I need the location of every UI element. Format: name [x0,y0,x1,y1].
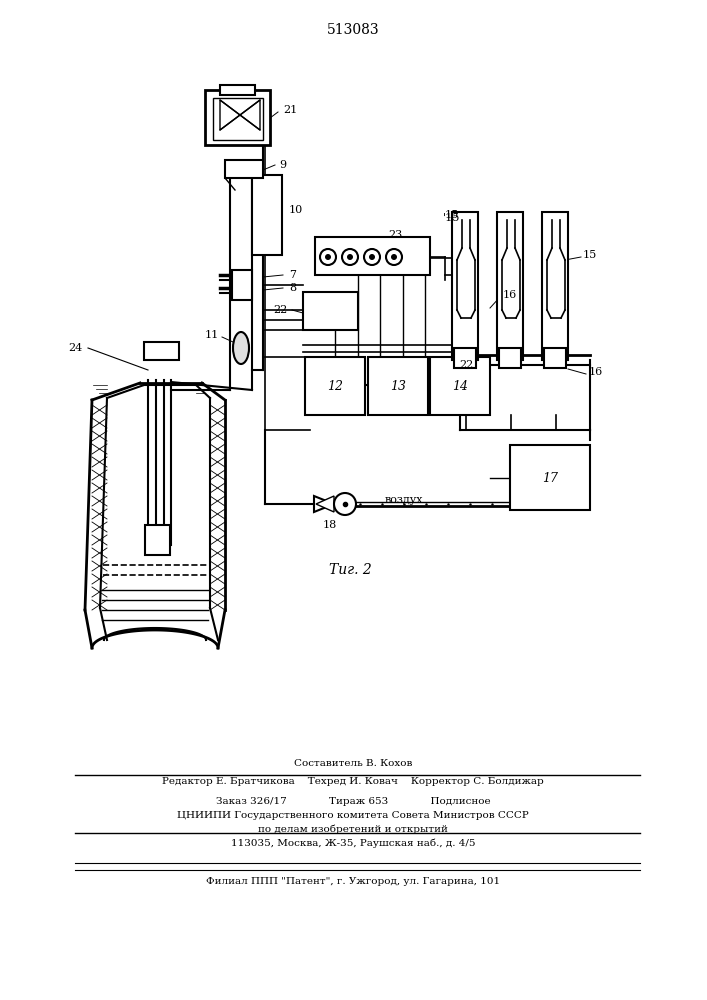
Circle shape [369,254,375,260]
Bar [510,445,590,510]
Ellipse shape [233,332,249,364]
Bar [213,98,263,140]
Bar [315,237,430,275]
Text: 8: 8 [289,283,296,293]
Text: Редактор Е. Братчикова    Техред И. Ковач    Корректор С. Болдижар: Редактор Е. Братчикова Техред И. Ковач К… [162,778,544,786]
Text: 12: 12 [327,379,343,392]
Bar [454,348,476,368]
Text: 17: 17 [542,472,558,485]
Text: 18: 18 [323,520,337,530]
Polygon shape [314,496,334,512]
Text: ЦНИИПИ Государственного комитета Совета Министров СССР: ЦНИИПИ Государственного комитета Совета … [177,810,529,820]
Circle shape [325,254,331,260]
Bar [499,348,521,368]
Text: 24: 24 [68,343,82,353]
Text: 16: 16 [589,367,603,377]
Text: 21: 21 [283,105,297,115]
Text: 513083: 513083 [327,23,380,37]
Text: 22: 22 [459,360,473,370]
Text: Τиг. 2: Τиг. 2 [329,563,371,577]
Bar [225,160,263,178]
Text: по делам изобретений и открытий: по делам изобретений и открытий [258,824,448,834]
Text: 13: 13 [390,379,406,392]
Bar [497,212,523,360]
Text: воздух: воздух [385,495,423,505]
Text: 9: 9 [279,160,286,170]
Bar [542,212,568,360]
Text: '15: '15 [443,213,461,223]
Bar [232,270,252,300]
Text: 16: 16 [503,290,517,300]
Bar [452,212,478,360]
Bar [252,175,282,255]
Text: Составитель В. Кохов: Составитель В. Кохов [294,758,412,768]
Polygon shape [316,496,334,512]
Circle shape [347,254,353,260]
Text: 23: 23 [388,230,402,240]
Text: Филиал ППП "Патент", г. Ужгород, ул. Гагарина, 101: Филиал ППП "Патент", г. Ужгород, ул. Гаг… [206,878,500,886]
Text: Заказ 326/17             Тираж 653             Подлисное: Заказ 326/17 Тираж 653 Подлисное [216,796,491,806]
Text: 11: 11 [205,330,219,340]
Text: 10: 10 [289,205,303,215]
Text: 14: 14 [452,379,468,392]
Bar [205,90,270,145]
Text: 22: 22 [273,305,287,315]
Bar [303,292,358,330]
Bar [220,85,255,95]
Text: 7: 7 [289,270,296,280]
Text: 113035, Москва, Ж-35, Раушская наб., д. 4/5: 113035, Москва, Ж-35, Раушская наб., д. … [230,838,475,848]
Bar [305,357,365,415]
Bar [145,525,170,555]
Circle shape [391,254,397,260]
Bar [430,357,490,415]
Text: 15: 15 [445,210,459,220]
Bar [144,342,179,360]
Bar [544,348,566,368]
Text: 15: 15 [583,250,597,260]
Bar [368,357,428,415]
